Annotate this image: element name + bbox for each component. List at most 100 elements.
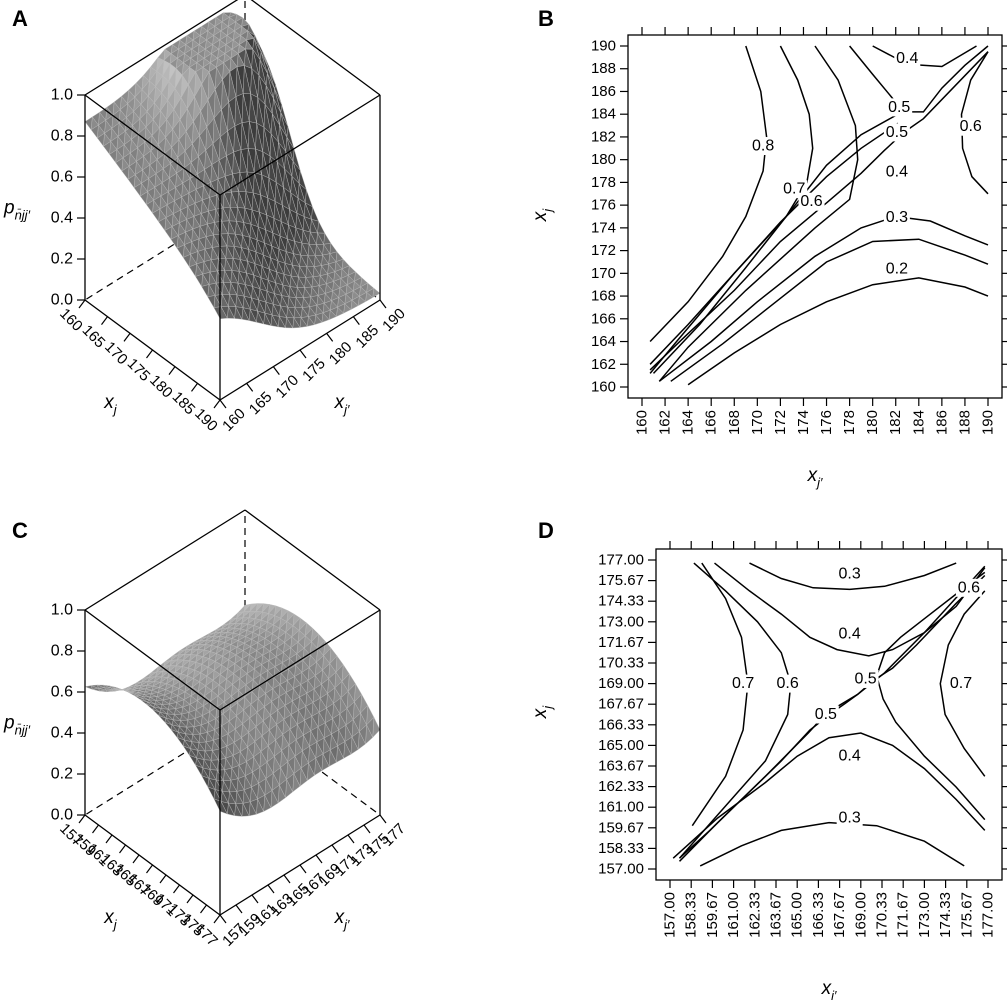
y-tick	[186, 894, 194, 904]
box-hidden-edge	[84, 714, 246, 816]
z-tick-label: 0.8	[51, 128, 73, 145]
x-tick	[235, 904, 243, 914]
y-tick-label: 159.67	[598, 819, 644, 836]
z-tick-label: 0.2	[51, 766, 73, 783]
box-edge	[244, 509, 381, 611]
y-tick-label: 160	[591, 379, 616, 396]
z-tick-label: 0.6	[51, 684, 73, 701]
x-tick-label: 163.67	[768, 892, 785, 938]
surface-facet	[195, 273, 203, 288]
surface-facet	[97, 132, 105, 147]
y-tick-label: 180	[591, 151, 616, 168]
contour-label: 0.4	[886, 164, 908, 181]
x-tick	[379, 299, 387, 309]
contour-label-bg	[774, 674, 801, 693]
y-tick-label: 163.67	[598, 758, 644, 775]
y-tick	[191, 382, 198, 392]
panel-label-a: A	[12, 6, 28, 31]
y-tick	[168, 366, 176, 376]
contour-line	[687, 277, 989, 386]
x-tick	[251, 894, 259, 904]
contour-label-bg	[894, 49, 921, 68]
z-tick-label: 0.0	[51, 807, 73, 824]
d-x-axis-label: xj′	[821, 978, 837, 1000]
surface-facet	[182, 745, 191, 756]
surface-facet	[133, 695, 142, 700]
x-tick-label: 166.33	[810, 892, 827, 938]
y-tick-label: 167.67	[598, 696, 644, 713]
x-tick	[246, 382, 254, 392]
x-tick-label: 160	[219, 405, 249, 435]
surface-facet	[133, 182, 142, 197]
surface-facet	[176, 244, 185, 259]
contour-line	[649, 45, 768, 343]
contour-label: 0.2	[886, 260, 908, 277]
surface-facet	[152, 208, 161, 223]
y-tick-label: 177.00	[598, 552, 644, 569]
contour-label-bg	[836, 564, 863, 583]
surface-facet	[84, 116, 93, 131]
z-axis-label: pn̄jj′	[3, 197, 31, 223]
contour-label-bg	[883, 163, 910, 182]
contour-label: 0.5	[886, 124, 908, 141]
x-tick-label: 170	[749, 410, 766, 435]
y-tick-label: 158.33	[598, 840, 644, 857]
y-tick-label: 157.00	[598, 861, 644, 878]
surface-facet	[164, 226, 173, 240]
x-tick-label: 171.67	[895, 892, 912, 938]
box-edge	[84, 94, 221, 196]
box-hidden-edge	[84, 199, 246, 301]
y-tick	[146, 349, 153, 359]
contour-label-bg	[812, 705, 839, 724]
x-tick	[315, 854, 323, 864]
surface-facet	[90, 124, 99, 139]
y-tick-label: 166.33	[598, 716, 644, 733]
surface-facet	[158, 715, 167, 723]
y-tick-label: 184	[591, 106, 616, 123]
contour-label-bg	[836, 625, 863, 644]
contour-label: 0.6	[958, 579, 980, 596]
contour-label: 0.8	[752, 138, 774, 155]
x-axis-label: xj′	[334, 907, 350, 933]
contour-line	[649, 51, 989, 371]
x-tick	[219, 914, 227, 924]
contour-label: 0.3	[839, 565, 861, 582]
contour-label: 0.3	[839, 810, 861, 827]
z-axis-label: pn̄jj′	[3, 712, 31, 738]
plot-frame	[627, 34, 1003, 399]
contour-line	[749, 562, 957, 591]
x-tick	[219, 399, 227, 409]
surface-facet	[146, 199, 154, 214]
z-tick-label: 0.6	[51, 169, 73, 186]
surface-facet	[127, 174, 136, 189]
y-tick-label: 190	[191, 405, 221, 435]
x-tick-label: 190	[379, 305, 409, 335]
z-tick-label: 0.0	[51, 292, 73, 309]
x-tick-label: 180	[326, 338, 356, 368]
panel-label-b: B	[538, 6, 554, 31]
y-tick-label: 166	[591, 310, 616, 327]
y-tick-label: 162	[591, 356, 616, 373]
box-edge	[84, 609, 221, 711]
y-tick-label: 165.00	[598, 737, 644, 754]
box-edge	[84, 509, 246, 611]
x-tick-label: 185	[352, 322, 382, 352]
z-tick-label: 0.8	[51, 643, 73, 660]
x-tick-label: 176	[818, 410, 835, 435]
y-tick	[213, 399, 221, 409]
x-tick	[299, 349, 307, 359]
y-tick-label: 162.33	[598, 778, 644, 795]
contour-axis-titles: xj′ xj xj′ xj	[530, 208, 837, 1000]
x-tick-label: 159.67	[704, 892, 721, 938]
surface-facet	[109, 685, 118, 690]
y-tick	[119, 844, 126, 854]
surface-facet	[84, 685, 93, 690]
surface-chart-c: 0.00.20.40.60.81.0pn̄jj′1571591611631651…	[3, 509, 409, 950]
x-tick	[347, 834, 355, 844]
y-tick-label: 170	[591, 265, 616, 282]
z-tick-label: 0.2	[51, 251, 73, 268]
box-edge	[219, 94, 381, 196]
contour-chart-b: 160 162 164 166 168 170 172 174 176 178 180 182 184 1…	[591, 27, 1007, 435]
y-axis-label: xj	[103, 907, 118, 933]
